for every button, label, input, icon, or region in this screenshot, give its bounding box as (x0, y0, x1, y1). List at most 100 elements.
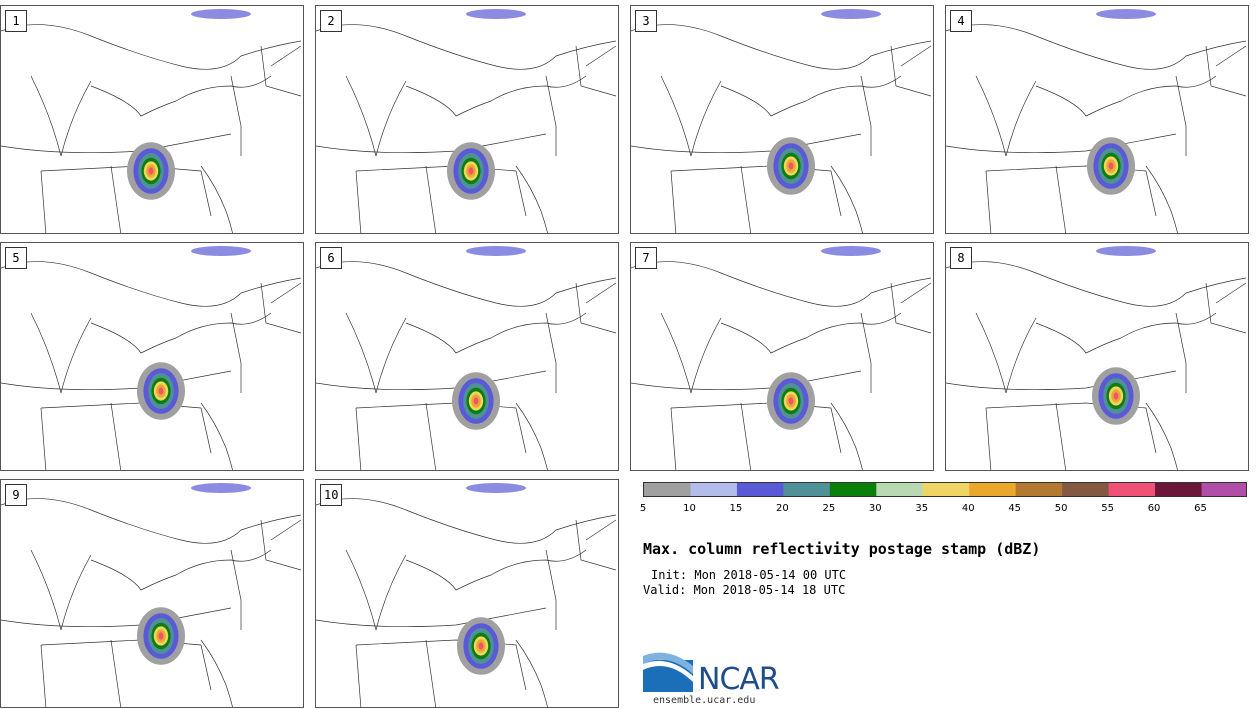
colorbar-tick-label: 5 (639, 503, 647, 514)
map-base (316, 9, 617, 233)
colorbar-swatch (644, 483, 691, 496)
border-line (946, 133, 1177, 154)
border-line (1035, 85, 1122, 117)
map-panel-4: 4 (945, 5, 1249, 234)
border-line (40, 170, 47, 233)
map-base (1, 483, 302, 707)
border-line (740, 402, 752, 470)
border-line (40, 165, 212, 217)
border-line (425, 165, 437, 233)
border-line (515, 402, 548, 470)
reflectivity-cell (1113, 392, 1119, 400)
border-line (345, 549, 407, 631)
border-line (230, 312, 242, 393)
map-base (631, 9, 932, 233)
reflectivity-band (821, 246, 881, 256)
colorbar-tick-label: 25 (822, 503, 836, 514)
border-line (230, 549, 242, 630)
border-line (545, 549, 557, 630)
colorbar-swatch (1155, 483, 1203, 496)
border-line (1205, 45, 1247, 97)
ncar-logo (643, 652, 693, 692)
colorbar-tick-label: 65 (1194, 503, 1207, 514)
border-line (90, 322, 177, 354)
border-line (575, 282, 617, 334)
colorbar-tick-label: 30 (868, 503, 882, 514)
map-base (631, 246, 932, 470)
border-line (900, 45, 932, 67)
colorbar-tick-label: 60 (1147, 503, 1161, 514)
border-line (946, 261, 1247, 307)
border-line (670, 165, 842, 217)
colorbar-swatch (1062, 483, 1110, 496)
border-line (260, 519, 302, 571)
colorbar-tick-label: 50 (1054, 503, 1068, 514)
border-line (90, 85, 177, 117)
border-line (670, 170, 677, 233)
border-line (200, 402, 233, 470)
panel-label: 1 (5, 10, 27, 32)
border-line (890, 45, 932, 97)
reflectivity-cell (478, 642, 484, 650)
border-line (890, 282, 932, 334)
map-panel-3: 3 (630, 5, 934, 234)
border-line (425, 639, 437, 707)
border-line (985, 407, 992, 470)
border-line (585, 45, 617, 67)
reflectivity-band (466, 483, 526, 493)
colorbar-swatch (783, 483, 831, 496)
reflectivity-cell (148, 167, 154, 175)
border-line (900, 282, 932, 304)
valid-time: Valid: Mon 2018-05-14 18 UTC (643, 583, 846, 597)
border-line (1215, 45, 1247, 67)
border-line (830, 165, 863, 233)
colorbar-tick-label: 10 (683, 503, 696, 514)
border-line (720, 322, 807, 354)
panel-label: 4 (950, 10, 972, 32)
border-line (490, 549, 587, 576)
border-line (515, 165, 548, 233)
border-line (316, 133, 547, 154)
border-line (1, 24, 302, 70)
border-line (1, 607, 232, 628)
border-line (860, 75, 872, 156)
border-line (30, 75, 92, 157)
colorbar-tick-label: 40 (961, 503, 975, 514)
map-panel-7: 7 (630, 242, 934, 471)
panel-label: 7 (635, 247, 657, 269)
border-line (425, 402, 437, 470)
border-line (1215, 282, 1247, 304)
border-line (975, 75, 1037, 157)
map-base (316, 483, 617, 707)
map-panel-10: 10 (315, 479, 619, 708)
border-line (515, 639, 548, 707)
colorbar-swatch (969, 483, 1017, 496)
border-line (40, 407, 47, 470)
border-line (260, 282, 302, 334)
border-line (405, 559, 492, 591)
border-line (805, 75, 902, 102)
reflectivity-band (1096, 9, 1156, 19)
border-line (270, 282, 302, 304)
reflectivity-band (1096, 246, 1156, 256)
border-line (585, 282, 617, 304)
reflectivity-cell (158, 387, 164, 395)
border-line (40, 639, 212, 691)
reflectivity-cell (473, 397, 479, 405)
border-line (355, 407, 362, 470)
border-line (30, 549, 92, 631)
figure-title: Max. column reflectivity postage stamp (… (643, 540, 1041, 558)
border-line (1, 498, 302, 544)
reflectivity-cell (788, 397, 794, 405)
border-line (200, 639, 233, 707)
reflectivity-band (191, 9, 251, 19)
map-panel-6: 6 (315, 242, 619, 471)
border-line (316, 370, 547, 391)
colorbar-swatch (922, 483, 970, 496)
reflectivity-cell (788, 162, 794, 170)
border-line (660, 312, 722, 394)
border-line (355, 165, 527, 217)
init-time: Init: Mon 2018-05-14 00 UTC (651, 568, 847, 582)
border-line (1145, 165, 1178, 233)
reflectivity-band (821, 9, 881, 19)
